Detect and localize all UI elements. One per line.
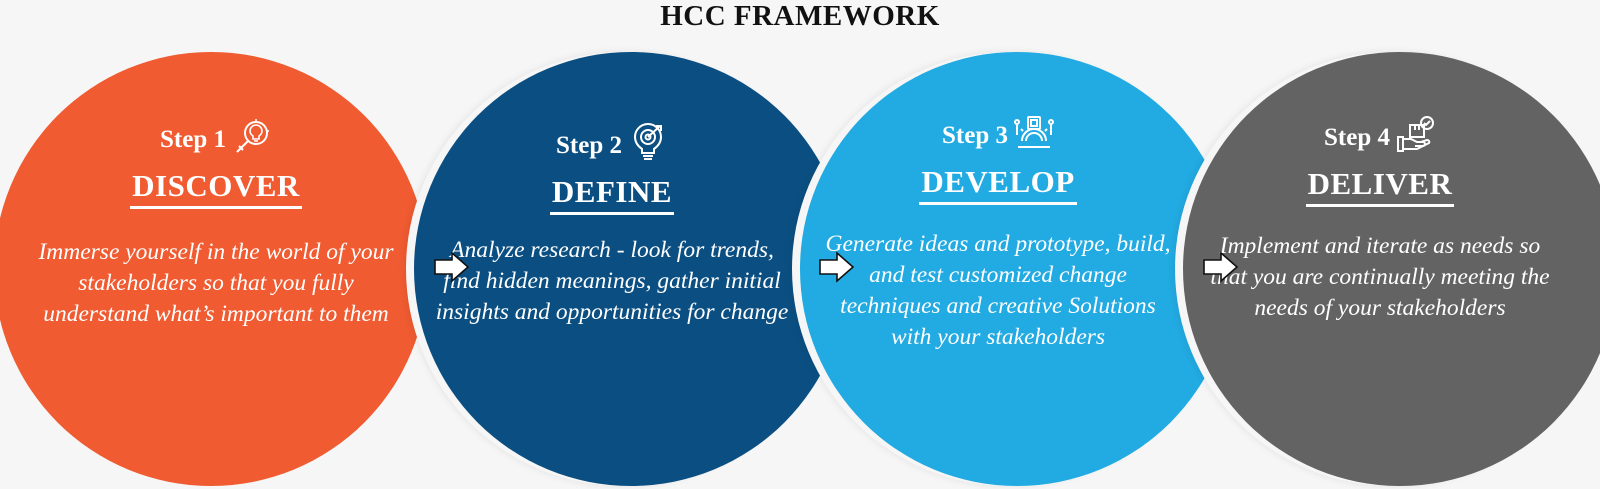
step-4-description: Implement and iterate as needs so that y…	[1210, 233, 1550, 321]
step-4-content: Step 4 DELIVER Implement and iterate as …	[1200, 115, 1560, 324]
step-4-label: Step 4	[1324, 124, 1390, 151]
step-4-heading: DELIVER	[1305, 166, 1455, 207]
step-1-description: Immerse yourself in the world of your st…	[38, 239, 394, 327]
step-2-label: Step 2	[556, 132, 622, 159]
step-1-circle	[0, 52, 428, 486]
step-3-heading: DEVELOP	[919, 164, 1077, 205]
gear-build-icon	[1013, 113, 1054, 160]
step-1-content: Step 1 DISCOVER Immerse yourself in the …	[36, 118, 396, 330]
step-2-description: Analyze research - look for trends, find…	[435, 237, 789, 325]
step-2-label-row: Step 2	[432, 122, 792, 170]
step-4-label-row: Step 4	[1200, 115, 1560, 162]
idea-magnifier-icon	[232, 117, 272, 164]
step-3-content: Step 3 DEVELOP Generate ideas and protot…	[818, 114, 1178, 353]
arrow-right-icon	[434, 251, 470, 283]
hand-box-check-icon	[1396, 115, 1436, 162]
step-3-label: Step 3	[942, 122, 1008, 149]
step-3-description: Generate ideas and prototype, build, and…	[825, 231, 1171, 350]
arrow-right-icon	[1203, 251, 1239, 283]
step-1-heading: DISCOVER	[130, 168, 302, 209]
step-1-label-row: Step 1	[36, 118, 396, 162]
step-4-circle	[1183, 52, 1600, 486]
step-2-heading: DEFINE	[549, 174, 675, 215]
step-3-label-row: Step 3	[818, 114, 1178, 158]
step-1-label: Step 1	[160, 126, 226, 153]
step-2-content: Step 2 DEFINE Analyze research - look fo…	[432, 118, 792, 328]
arrow-right-icon	[819, 251, 855, 283]
target-bulb-icon	[628, 122, 668, 170]
step-2-circle	[414, 52, 848, 486]
page-title: HCC FRAMEWORK	[660, 0, 940, 32]
